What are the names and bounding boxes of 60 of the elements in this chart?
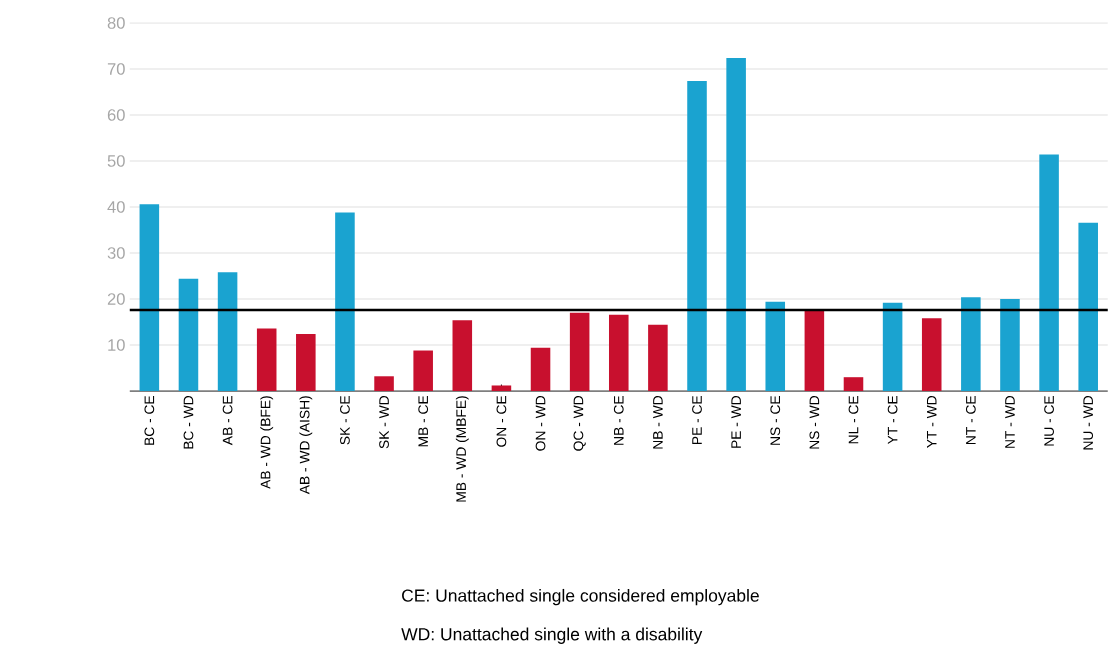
text: CE: Unattached single considered employable <box>402 589 759 606</box>
x-tick-label: MB - CE <box>418 396 429 447</box>
bar <box>648 324 668 392</box>
bar <box>413 350 433 392</box>
y-tick-label: 30 <box>107 247 125 259</box>
x-tick-label: AB - WD (BFE) <box>260 396 274 489</box>
bar <box>530 347 551 392</box>
x-tick-label: PE - WD <box>731 396 741 448</box>
bar <box>374 376 394 392</box>
x-tick-label: YT - CE <box>887 396 898 445</box>
x-tick-label: ON - WD <box>535 396 546 451</box>
bar <box>491 385 512 392</box>
bar <box>217 272 238 392</box>
x-tick-label: AB - WD (AISH) <box>299 396 313 495</box>
y-tick-label: 20 <box>107 293 125 305</box>
x-tick-label: MB - WD (MBFE) <box>455 396 469 502</box>
x-tick-label: NT - WD <box>1005 396 1015 448</box>
bar <box>452 320 473 392</box>
x-tick-label: PE - CE <box>692 396 702 445</box>
bar <box>765 301 786 392</box>
bar <box>569 312 590 392</box>
bar <box>139 204 160 392</box>
bar <box>608 314 629 392</box>
x-tick-label: NU - WD <box>1083 396 1094 450</box>
x-tick-label: NS - WD <box>809 396 820 449</box>
x-tick-label: SK - CE <box>340 396 350 445</box>
bar <box>296 334 316 392</box>
bar <box>961 297 981 392</box>
bar <box>1000 299 1020 392</box>
bar <box>687 81 707 392</box>
bar <box>256 328 277 392</box>
bar <box>178 278 199 392</box>
x-tick-label: AB - CE <box>222 396 233 446</box>
y-tick-label: 70 <box>107 63 125 75</box>
x-tick-label: SK - WD <box>379 396 389 449</box>
x-tick-label: YT - WD <box>926 396 937 448</box>
x-tick-label: NL - CE <box>848 396 859 444</box>
y-tick-label: 40 <box>107 201 125 213</box>
x-tick-label: BC - WD <box>183 396 194 449</box>
y-tick-label: 50 <box>107 155 125 167</box>
x-tick-label: NB - WD <box>653 396 663 449</box>
y-tick-label: 60 <box>107 109 125 121</box>
bar <box>335 212 355 392</box>
x-tick-label: NB - CE <box>613 396 624 445</box>
bar <box>921 318 942 392</box>
x-tick-label: NS - CE <box>770 396 781 445</box>
x-tick-label: BC - CE <box>144 396 155 445</box>
bar <box>804 310 825 392</box>
bar <box>1078 222 1098 392</box>
bar <box>726 58 746 392</box>
y-tick-label: 10 <box>108 339 125 351</box>
bar <box>882 302 903 392</box>
x-tick-label: NU - CE <box>1044 396 1054 446</box>
y-tick-label: 80 <box>107 17 125 29</box>
bar <box>843 377 864 392</box>
x-tick-label: NT - CE <box>965 396 976 445</box>
x-tick-label: ON - CE <box>496 396 507 447</box>
bar <box>1039 154 1059 392</box>
x-tick-label: QC - WD <box>573 396 586 451</box>
text: WD: Unattached single with a disability <box>401 627 703 644</box>
